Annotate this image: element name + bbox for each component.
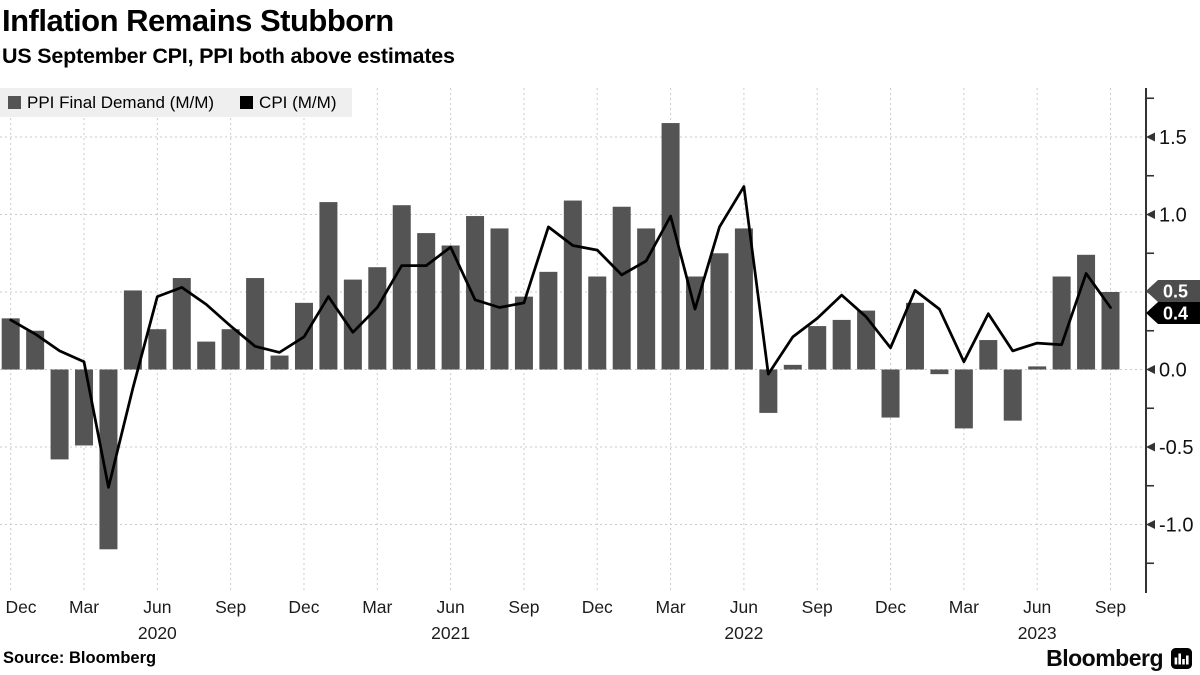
ppi-bar [1028, 366, 1047, 370]
svg-text:0.4: 0.4 [1163, 304, 1188, 324]
ppi-bar [979, 340, 998, 370]
ppi-bar [808, 326, 827, 370]
source-note: Source: Bloomberg [3, 649, 157, 667]
ppi-bars [1, 123, 1120, 550]
ppi-bar [539, 271, 558, 370]
ppi-bar-swatch [8, 96, 21, 109]
legend-item-cpi: CPI (M/M) [240, 93, 336, 113]
svg-text:Mar: Mar [362, 597, 392, 617]
ppi-bar [368, 267, 387, 370]
svg-text:2021: 2021 [431, 623, 470, 643]
svg-text:0.5: 0.5 [1163, 282, 1188, 302]
bloomberg-terminal-icon [1171, 648, 1192, 669]
svg-text:2020: 2020 [138, 623, 177, 643]
svg-text:2023: 2023 [1018, 623, 1057, 643]
legend-label-ppi: PPI Final Demand (M/M) [27, 92, 215, 112]
svg-text:Jun: Jun [730, 597, 758, 617]
ppi-bar [514, 296, 533, 370]
ppi-bar [1, 318, 20, 370]
value-tag [1146, 302, 1200, 324]
ppi-bar [710, 253, 729, 370]
ppi-bar [612, 206, 631, 370]
svg-text:Sep: Sep [508, 597, 539, 617]
x-year-labels: 2020 2021 2022 2023 [138, 623, 1057, 643]
ppi-bar [26, 330, 45, 370]
bloomberg-wordmark: Bloomberg [1046, 645, 1163, 671]
ppi-bar [783, 364, 802, 370]
ppi-bar [1003, 369, 1022, 421]
ppi-bar [417, 233, 436, 370]
ppi-bar [490, 228, 509, 370]
ppi-bar [172, 278, 191, 370]
ppi-bar [1101, 292, 1120, 370]
cpi-line [9, 185, 1112, 489]
svg-text:Mar: Mar [949, 597, 979, 617]
page-subtitle: US September CPI, PPI both above estimat… [2, 44, 455, 68]
legend-label-cpi: CPI (M/M) [259, 92, 337, 112]
x-tick-labels: Dec Mar Jun Sep Dec Mar Jun Sep Dec Mar Jun Sep Dec M… [5, 597, 1126, 617]
ppi-bar [99, 369, 118, 550]
svg-text:Dec: Dec [582, 597, 613, 617]
ppi-bar [148, 329, 167, 370]
svg-text:Mar: Mar [69, 597, 99, 617]
y-tick-labels: -1.0 -0.5 0.0 0.5 1.0 1.5 [1146, 127, 1193, 537]
ppi-bar [123, 290, 142, 370]
ppi-bar [686, 276, 705, 370]
value-tag [1146, 280, 1200, 302]
svg-text:1.5: 1.5 [1159, 127, 1187, 149]
svg-text:Sep: Sep [802, 597, 833, 617]
svg-text:2022: 2022 [724, 623, 763, 643]
svg-text:-0.5: -0.5 [1159, 437, 1193, 459]
ppi-bar [319, 202, 338, 370]
legend: PPI Final Demand (M/M) CPI (M/M) [0, 88, 353, 117]
last-value-tags: 0.50.4 [1146, 280, 1200, 324]
ppi-bar [563, 200, 582, 370]
svg-text:Sep: Sep [215, 597, 246, 617]
ppi-bar [905, 302, 924, 370]
ppi-bar [881, 369, 900, 418]
ppi-bar [441, 245, 460, 370]
svg-text:Mar: Mar [656, 597, 686, 617]
ppi-bar [246, 278, 265, 370]
svg-text:Jun: Jun [143, 597, 171, 617]
ppi-bar [466, 216, 485, 370]
ppi-bar [1077, 254, 1096, 370]
ppi-bar [930, 369, 949, 375]
svg-text:Dec: Dec [875, 597, 906, 617]
y-minor-ticks [1146, 97, 1154, 565]
svg-text:-1.0: -1.0 [1159, 515, 1193, 537]
legend-item-ppi: PPI Final Demand (M/M) [8, 93, 214, 113]
ppi-bar [734, 228, 753, 370]
svg-text:Jun: Jun [1023, 597, 1051, 617]
ppi-bar [75, 369, 94, 446]
svg-text:0.0: 0.0 [1159, 360, 1187, 382]
y-gridlines [0, 136, 1146, 525]
ppi-bar [50, 369, 69, 460]
ppi-bar [197, 341, 216, 370]
ppi-bar [661, 123, 680, 370]
ppi-bar [759, 369, 778, 413]
ppi-bar [343, 279, 362, 370]
ppi-bar [588, 276, 607, 370]
ppi-bar [221, 329, 240, 370]
svg-text:1.0: 1.0 [1159, 205, 1187, 227]
ppi-bar [1052, 276, 1071, 370]
ppi-bar [392, 205, 411, 370]
page-title: Inflation Remains Stubborn [2, 3, 394, 38]
ppi-bar [954, 369, 973, 429]
ppi-bar [832, 319, 851, 370]
bloomberg-logo: Bloomberg [1046, 645, 1192, 672]
svg-text:Sep: Sep [1095, 597, 1126, 617]
ppi-bar [857, 310, 876, 370]
cpi-line-swatch [240, 96, 254, 109]
svg-text:Dec: Dec [5, 597, 36, 617]
svg-text:Dec: Dec [288, 597, 319, 617]
svg-text:Jun: Jun [437, 597, 465, 617]
ppi-bar [270, 355, 289, 370]
x-gridlines [10, 88, 1111, 593]
